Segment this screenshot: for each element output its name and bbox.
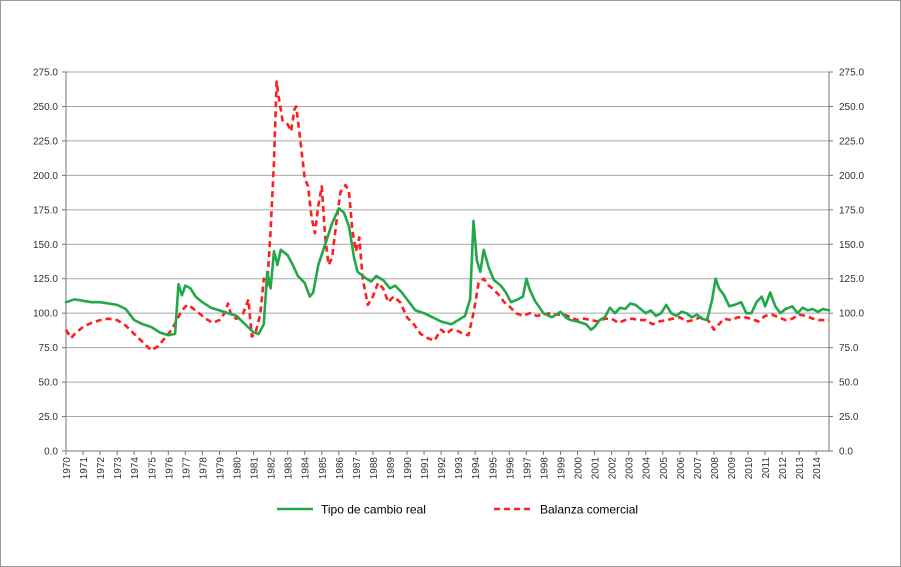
x-tick-label: 2012 <box>778 457 789 480</box>
y-tick-label-right: 125.0 <box>839 274 864 285</box>
y-tick-label: 175.0 <box>33 205 58 216</box>
y-tick-label: 25.0 <box>39 412 59 423</box>
x-tick-label: 1981 <box>250 457 261 480</box>
x-axis-labels: 1970 1971 1972 1973 1974 1975 1976 1977 1978 1979… <box>62 451 823 479</box>
x-tick-label: 2000 <box>574 457 585 480</box>
x-tick-label: 1999 <box>556 457 567 480</box>
x-tick-label: 1985 <box>318 457 329 480</box>
x-tick-label: 2004 <box>642 457 653 480</box>
x-tick-label: 2007 <box>693 457 704 480</box>
y-tick-label: 200.0 <box>33 171 58 182</box>
x-tick-label: 1993 <box>454 457 465 480</box>
x-tick-label: 1989 <box>386 457 397 480</box>
y-tick-label-right: 0.0 <box>839 447 853 458</box>
y-tick-label: 50.0 <box>39 378 59 389</box>
x-tick-label: 1973 <box>113 457 124 480</box>
x-tick-label: 2008 <box>710 457 721 480</box>
x-tick-label: 1995 <box>488 457 499 480</box>
series-lines <box>64 80 831 352</box>
x-tick-label: 1988 <box>369 457 380 480</box>
x-tick-label: 1970 <box>62 457 73 480</box>
legend: Tipo de cambio real Balanza comercial <box>277 503 638 517</box>
y-tick-label: 100.0 <box>33 309 58 320</box>
x-tick-label: 2009 <box>727 457 738 480</box>
x-tick-label: 2002 <box>608 457 619 480</box>
x-tick-label: 1991 <box>420 457 431 480</box>
y-tick-label: 275.0 <box>33 68 58 79</box>
x-tick-label: 2013 <box>795 457 806 480</box>
x-tick-label: 1996 <box>505 457 516 480</box>
y-tick-label: 250.0 <box>33 102 58 113</box>
y-tick-label-right: 50.0 <box>839 378 859 389</box>
x-tick-label: 2003 <box>625 457 636 480</box>
left-y-axis-labels: 0.0 25.0 50.0 75.0 100.0 125.0 150.0 175.0 200.0… <box>33 68 58 458</box>
x-tick-label: 1976 <box>164 457 175 480</box>
legend-label: Balanza comercial <box>540 503 638 517</box>
y-tick-label-right: 225.0 <box>839 136 864 147</box>
x-tick-label: 1994 <box>471 457 482 480</box>
x-tick-label: 2006 <box>676 457 687 480</box>
x-tick-label: 1983 <box>284 457 295 480</box>
y-tick-label-right: 100.0 <box>839 309 864 320</box>
y-tick-label-right: 150.0 <box>839 240 864 251</box>
x-tick-label: 1990 <box>403 457 414 480</box>
y-tick-label: 150.0 <box>33 240 58 251</box>
x-tick-label: 1972 <box>96 457 107 480</box>
y-tick-label: 75.0 <box>39 343 59 354</box>
gridlines <box>62 71 833 452</box>
y-tick-label-right: 275.0 <box>839 68 864 79</box>
x-tick-label: 1971 <box>79 457 90 480</box>
x-tick-label: 2010 <box>744 457 755 480</box>
right-y-axis-labels: 0.0 25.0 50.0 75.0 100.0 125.0 150.0 175.0 200.0… <box>839 68 864 458</box>
x-tick-label: 1992 <box>437 457 448 480</box>
legend-item-tipo-de-cambio-real: Tipo de cambio real <box>277 503 426 517</box>
y-tick-label-right: 175.0 <box>839 205 864 216</box>
x-tick-label: 1975 <box>147 457 158 480</box>
x-tick-label: 1977 <box>181 457 192 480</box>
y-tick-label-right: 25.0 <box>839 412 859 423</box>
y-tick-label: 225.0 <box>33 136 58 147</box>
y-tick-label-right: 200.0 <box>839 171 864 182</box>
x-tick-label: 2005 <box>659 457 670 480</box>
series-line-tipo-de-cambio-real <box>64 207 831 337</box>
x-tick-label: 2011 <box>761 457 772 479</box>
x-tick-label: 1987 <box>352 457 363 480</box>
y-tick-label-right: 250.0 <box>839 102 864 113</box>
x-tick-label: 1980 <box>233 457 244 480</box>
y-tick-label: 0.0 <box>44 447 58 458</box>
x-tick-label: 2001 <box>591 457 602 480</box>
x-tick-label: 1998 <box>539 457 550 480</box>
series-line-balanza-comercial <box>64 80 829 352</box>
x-tick-label: 1974 <box>130 457 141 480</box>
x-tick-label: 1982 <box>267 457 278 480</box>
x-tick-label: 1984 <box>301 457 312 480</box>
y-tick-label-right: 75.0 <box>839 343 859 354</box>
x-tick-label: 1979 <box>215 457 226 480</box>
y-tick-label: 125.0 <box>33 274 58 285</box>
x-tick-label: 1986 <box>335 457 346 480</box>
legend-item-balanza-comercial: Balanza comercial <box>494 503 638 517</box>
x-tick-label: 1997 <box>522 457 533 480</box>
x-tick-label: 1978 <box>198 457 209 480</box>
x-tick-label: 2014 <box>812 457 823 480</box>
legend-label: Tipo de cambio real <box>321 503 426 517</box>
